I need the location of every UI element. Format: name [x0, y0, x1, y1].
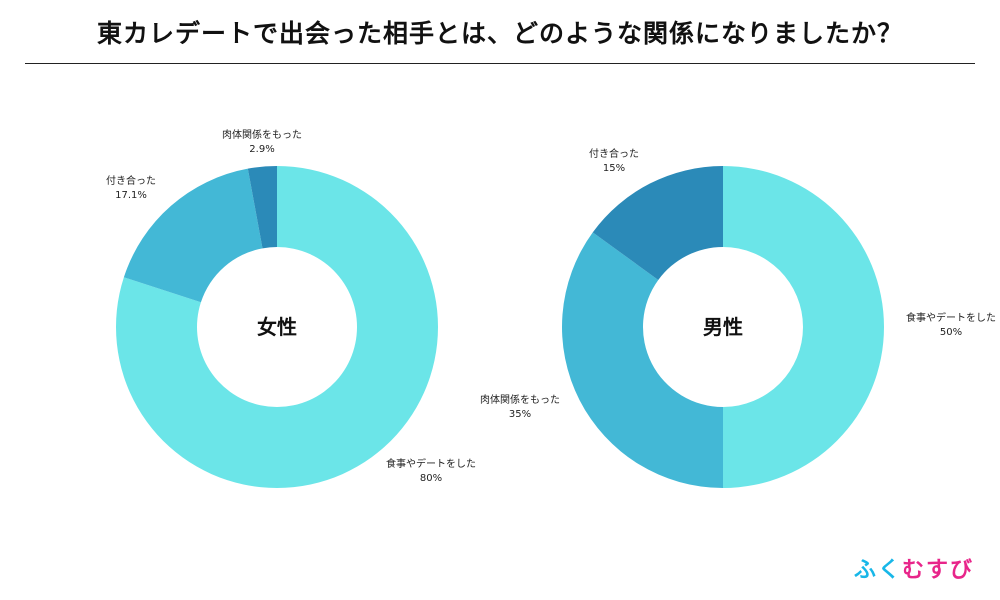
- chart-0-slice-1-value: 17.1%: [115, 190, 147, 201]
- chart-0-slice-0-label: 食事やデートをした: [386, 457, 476, 470]
- logo-char-0: ふ: [853, 558, 878, 583]
- chart-0-center-label: 女性: [257, 315, 297, 339]
- chart-0-slice-2-label: 肉体関係をもった: [222, 128, 302, 141]
- chart-0-slice-0-value: 80%: [420, 473, 442, 484]
- logo-char-1: く: [877, 558, 902, 583]
- chart-0-slice-2-value: 2.9%: [249, 144, 274, 155]
- chart-1-slice-1: [562, 232, 723, 488]
- chart-1-slice-0-label: 食事やデートをした: [906, 311, 996, 324]
- chart-1-slice-2-value: 15%: [603, 163, 625, 174]
- chart-1-slice-0: [723, 166, 884, 488]
- chart-1-center-label: 男性: [703, 315, 743, 339]
- chart-0-slice-2: [247, 166, 277, 249]
- chart-0-slice-1: [123, 168, 263, 303]
- logo-char-4: び: [949, 558, 974, 583]
- chart-1-slice-2: [592, 166, 723, 280]
- chart-1-slice-2-label: 付き合った: [589, 147, 639, 160]
- chart-0-slice-1-label: 付き合った: [106, 174, 156, 187]
- title-divider: [25, 63, 975, 64]
- chart-1-slice-0-value: 50%: [940, 327, 962, 338]
- chart-1-slice-1-value: 35%: [509, 409, 531, 420]
- chart-1-slice-1-label: 肉体関係をもった: [480, 393, 560, 406]
- logo-char-3: す: [925, 558, 950, 583]
- page-title: 東カレデートで出会った相手とは、どのような関係になりましたか？: [96, 19, 903, 48]
- chart-0-slice-0: [115, 166, 438, 488]
- logo-char-2: む: [901, 558, 926, 583]
- brand-logo: ふくむすび: [854, 552, 974, 584]
